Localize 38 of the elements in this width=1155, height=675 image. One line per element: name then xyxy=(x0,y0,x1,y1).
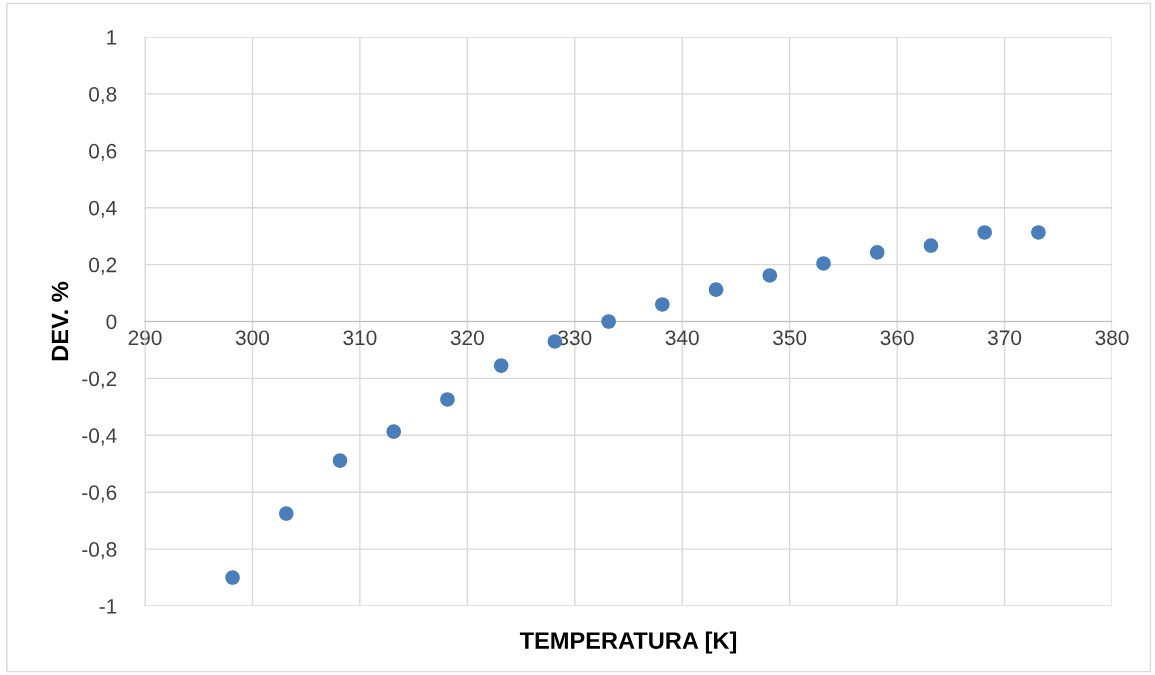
point xyxy=(601,314,616,329)
x-tick-label: 340 xyxy=(665,330,699,346)
y-tick-label: 0,8 xyxy=(89,86,117,105)
y-tick-label: 0 xyxy=(106,314,117,330)
point xyxy=(225,570,240,585)
x-tick-label: 380 xyxy=(1095,330,1129,346)
x-tick-label: 300 xyxy=(235,330,270,346)
point xyxy=(977,225,992,240)
x-tick-label: 290 xyxy=(128,330,162,346)
x-tick-label: 360 xyxy=(880,330,914,346)
point xyxy=(493,358,509,373)
point xyxy=(869,245,885,260)
x-tick-label: 310 xyxy=(343,330,377,346)
y-tick-label: 0,2 xyxy=(89,257,117,275)
point xyxy=(762,268,778,283)
point xyxy=(923,238,939,253)
x-tick-label: 350 xyxy=(773,330,807,346)
x-axis-title: TEMPERATURA [K] xyxy=(519,631,737,654)
point xyxy=(1031,225,1046,240)
point xyxy=(816,256,831,271)
y-tick-label: -0,4 xyxy=(82,428,117,446)
y-tick-label: 0,6 xyxy=(89,143,117,162)
y-tick-label: 0,4 xyxy=(89,200,117,218)
point xyxy=(708,282,724,297)
y-tick-label: -0,8 xyxy=(82,542,117,560)
point xyxy=(655,297,670,312)
point xyxy=(386,424,402,439)
x-tick-label: 320 xyxy=(450,330,484,346)
x-tick-label: 330 xyxy=(558,330,592,346)
y-tick-label: 1 xyxy=(107,30,117,45)
y-tick-label: -0,2 xyxy=(82,371,117,389)
x-tick-label: 370 xyxy=(987,330,1022,346)
point xyxy=(440,392,455,407)
y-axis-title: DEV. % xyxy=(51,281,69,361)
point xyxy=(332,453,348,468)
y-tick-label: -1 xyxy=(99,599,117,614)
point xyxy=(279,506,294,521)
y-tick-label: -0,6 xyxy=(82,485,117,503)
